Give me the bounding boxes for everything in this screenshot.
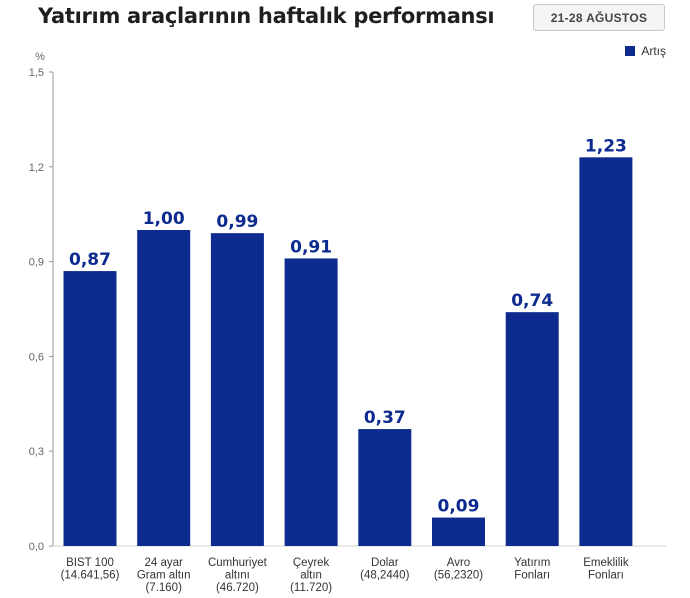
x-tick-label-line: altın bbox=[300, 570, 322, 582]
bar-value-label: 0,74 bbox=[511, 291, 553, 311]
x-tick-label: Çeyrek altın (11.720) bbox=[290, 557, 332, 594]
bar-value-label: 0,99 bbox=[216, 212, 258, 232]
x-tick-label-line: (48,2440) bbox=[360, 570, 409, 582]
x-tick-label-line: 24 ayar bbox=[145, 557, 184, 569]
x-tick-label: 24 ayar Gram altın (7.160) bbox=[137, 557, 191, 594]
x-tick-label: Dolar (48,2440) bbox=[360, 557, 409, 582]
y-tick-label: 0,6 bbox=[29, 351, 44, 363]
bar bbox=[432, 517, 485, 546]
y-tick-label: 0,3 bbox=[29, 446, 44, 458]
bar bbox=[505, 312, 559, 546]
legend-swatch bbox=[625, 46, 636, 56]
x-tick-label: BIST 100 (14.641,56) bbox=[61, 557, 120, 582]
x-tick-label: Cumhuriyet altını (46.720) bbox=[208, 557, 268, 594]
bar bbox=[63, 271, 117, 546]
x-tick-label-line: Cumhuriyet bbox=[208, 557, 268, 569]
bar-value-label: 1,23 bbox=[585, 136, 627, 156]
y-tick-label: 0,0 bbox=[29, 541, 44, 553]
x-tick-label-line: Gram altın bbox=[137, 570, 191, 582]
date-range-badge: 21-28 AĞUSTOS bbox=[533, 4, 665, 31]
x-tick-label-line: Çeyrek bbox=[293, 557, 330, 569]
x-tick-label: Avro (56,2320) bbox=[434, 557, 483, 582]
x-tick-label-line: altını bbox=[225, 570, 250, 582]
x-tick-label-line: (46.720) bbox=[216, 582, 259, 594]
x-tick-label: Emeklilik Fonları bbox=[583, 557, 629, 582]
x-tick-label-line: (14.641,56) bbox=[61, 570, 120, 582]
bar bbox=[210, 233, 264, 546]
bar-value-label: 0,09 bbox=[438, 497, 480, 517]
y-tick-label: 1,5 bbox=[29, 67, 44, 79]
bar-value-label: 1,00 bbox=[143, 209, 185, 229]
x-tick-label-line: Dolar bbox=[371, 557, 399, 569]
x-tick-label-line: Yatırım bbox=[514, 557, 550, 569]
x-tick-label-line: (11.720) bbox=[290, 582, 332, 594]
x-tick-label-line: Fonları bbox=[514, 570, 550, 582]
chart-title: Yatırım araçlarının haftalık performansı bbox=[38, 4, 495, 28]
bar bbox=[579, 157, 633, 546]
bar-value-label: 0,37 bbox=[364, 408, 406, 428]
legend: Artış bbox=[625, 44, 666, 58]
x-tick-label-line: Emeklilik bbox=[583, 557, 629, 569]
bar bbox=[137, 230, 191, 546]
x-tick-label-line: (7.160) bbox=[145, 582, 182, 594]
bar bbox=[284, 258, 338, 546]
legend-label: Artış bbox=[641, 44, 666, 58]
bar-value-label: 0,91 bbox=[290, 237, 332, 257]
x-tick-label-line: Avro bbox=[447, 557, 470, 569]
x-tick-label: Yatırım Fonları bbox=[514, 557, 550, 582]
y-axis-unit-label: % bbox=[35, 51, 45, 63]
y-tick-label: 1,2 bbox=[29, 162, 44, 174]
y-tick-label: 0,9 bbox=[29, 257, 44, 269]
x-tick-label-line: Fonları bbox=[588, 570, 624, 582]
bar bbox=[358, 429, 412, 546]
x-tick-label-line: BIST 100 bbox=[66, 557, 114, 569]
x-tick-label-line: (56,2320) bbox=[434, 570, 483, 582]
bar-value-label: 0,87 bbox=[69, 250, 111, 270]
